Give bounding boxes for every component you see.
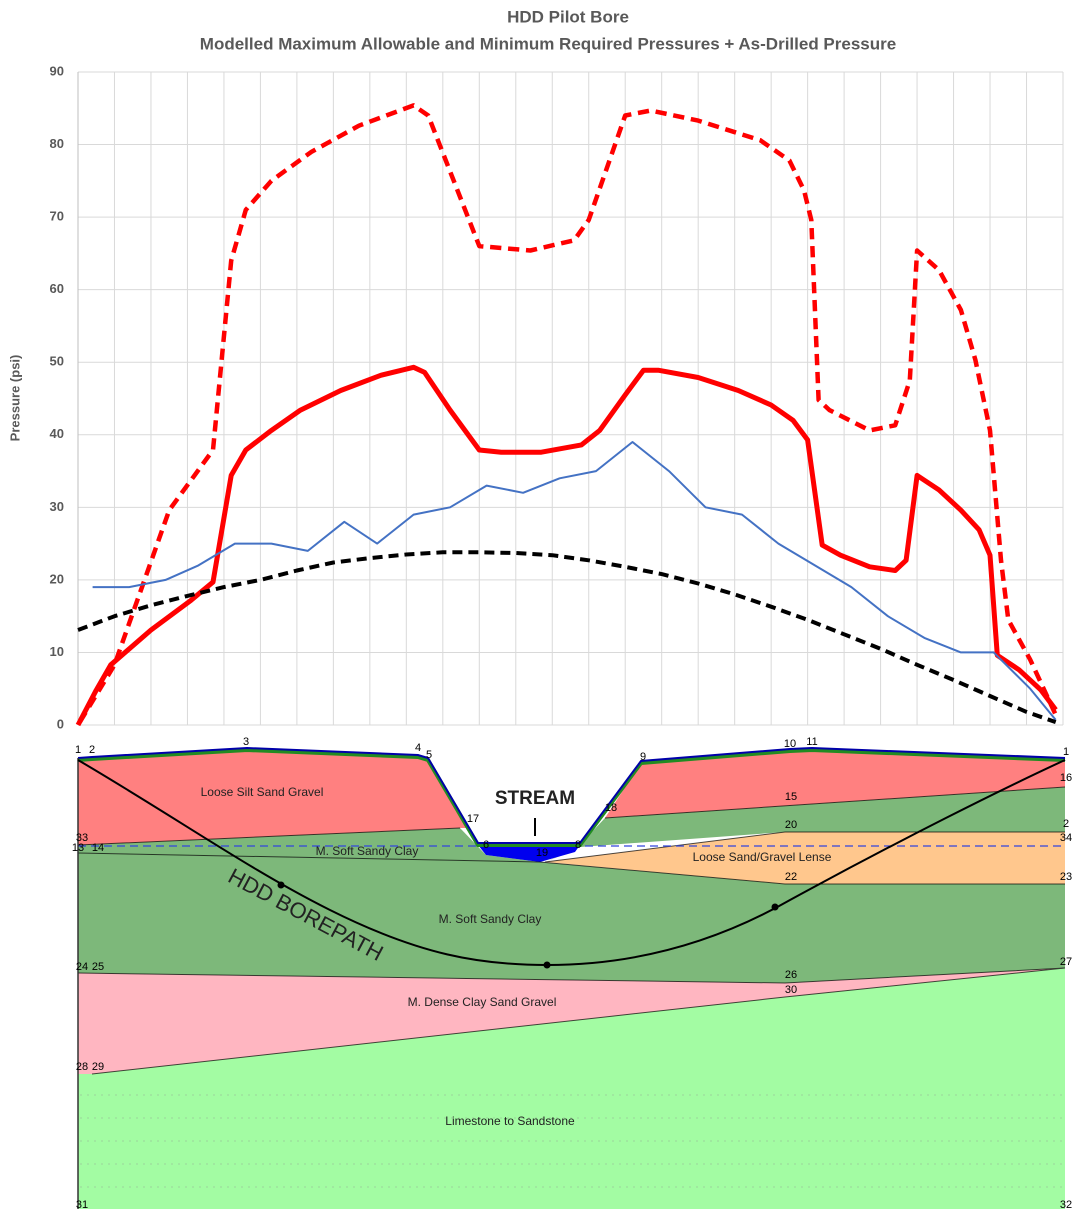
y-tick-label: 80: [50, 136, 64, 151]
stream-label: STREAM: [495, 788, 575, 809]
point-label: 30: [785, 984, 797, 996]
point-label: 14: [92, 842, 104, 854]
cross-section: Loose Silt Sand Gravel M. Soft Sandy Cla…: [72, 736, 1072, 1209]
layer-limestone: [78, 968, 1065, 1209]
layer-dense-clay: [78, 968, 1065, 1074]
point-label: 6: [483, 839, 489, 851]
point-label: 2: [89, 744, 95, 756]
point-label: 17: [467, 813, 479, 825]
point-label: 2: [1063, 818, 1069, 830]
point-label: 5: [426, 749, 432, 761]
point-label: 27: [1060, 956, 1072, 968]
point-label: 10: [784, 738, 796, 750]
layer-label: M. Dense Clay Sand Gravel: [408, 995, 557, 1009]
point-label: 20: [785, 819, 797, 831]
point-label: 3: [243, 736, 249, 748]
point-label: 29: [92, 1061, 104, 1073]
ground-surface: [77, 747, 1066, 847]
y-tick-label: 70: [50, 209, 64, 224]
y-tick-label: 90: [50, 63, 64, 78]
point-label: 31: [76, 1199, 88, 1209]
layer-silt-right: [605, 750, 1065, 818]
point-label: 22: [785, 871, 797, 883]
point-label: 9: [640, 751, 646, 763]
y-tick-label: 40: [50, 426, 64, 441]
layer-label: Loose Sand/Gravel Lense: [693, 850, 832, 864]
point-label: 25: [92, 961, 104, 973]
y-tick-label: 10: [50, 644, 64, 659]
layer-silt-left: [78, 750, 470, 845]
point-label: 4: [415, 742, 421, 754]
series-line: [75, 364, 1058, 727]
layer-clay-right: [545, 787, 1065, 862]
point-label: 19: [536, 847, 548, 859]
point-label: 16: [1060, 772, 1072, 784]
point-label: 34: [1060, 832, 1072, 844]
y-tick-label: 20: [50, 571, 64, 586]
y-axis-label: Pressure (psi): [7, 355, 22, 442]
point-label: 26: [785, 969, 797, 981]
layer-label: M. Soft Sandy Clay: [439, 912, 542, 926]
point-label: 23: [1060, 871, 1072, 883]
point-label: 1: [1063, 746, 1069, 758]
plot: 0 10 20 30 40 50 60 70 80 90: [50, 63, 1064, 731]
stream-water: [478, 845, 580, 862]
point-label: 13: [72, 842, 84, 854]
chart-subtitle: Modelled Maximum Allowable and Minimum R…: [200, 34, 896, 53]
layer-clay-strip: [78, 828, 540, 862]
point-label: 28: [76, 1061, 88, 1073]
y-tick-label: 50: [50, 354, 64, 369]
point-label: 32: [1060, 1199, 1072, 1209]
layer-label: M. Soft Sandy Clay: [316, 844, 419, 858]
point-label: 33: [76, 832, 88, 844]
point-label: 8: [575, 839, 581, 851]
layer-label: Limestone to Sandstone: [445, 1114, 575, 1128]
layer-label: Loose Silt Sand Gravel: [201, 785, 324, 799]
y-tick-label: 30: [50, 499, 64, 514]
series-line: [92, 441, 1057, 721]
y-tick-label: 0: [57, 716, 64, 731]
point-label: 24: [76, 961, 88, 973]
series-line: [77, 103, 1058, 724]
point-label: 18: [605, 802, 617, 814]
series-line: [77, 550, 1057, 724]
layer-lense: [545, 832, 1065, 884]
chart-title: HDD Pilot Bore: [507, 7, 629, 26]
point-label: 11: [806, 736, 817, 748]
y-tick-label: 60: [50, 281, 64, 296]
point-label: 15: [785, 791, 797, 803]
point-label: 1: [75, 744, 81, 756]
